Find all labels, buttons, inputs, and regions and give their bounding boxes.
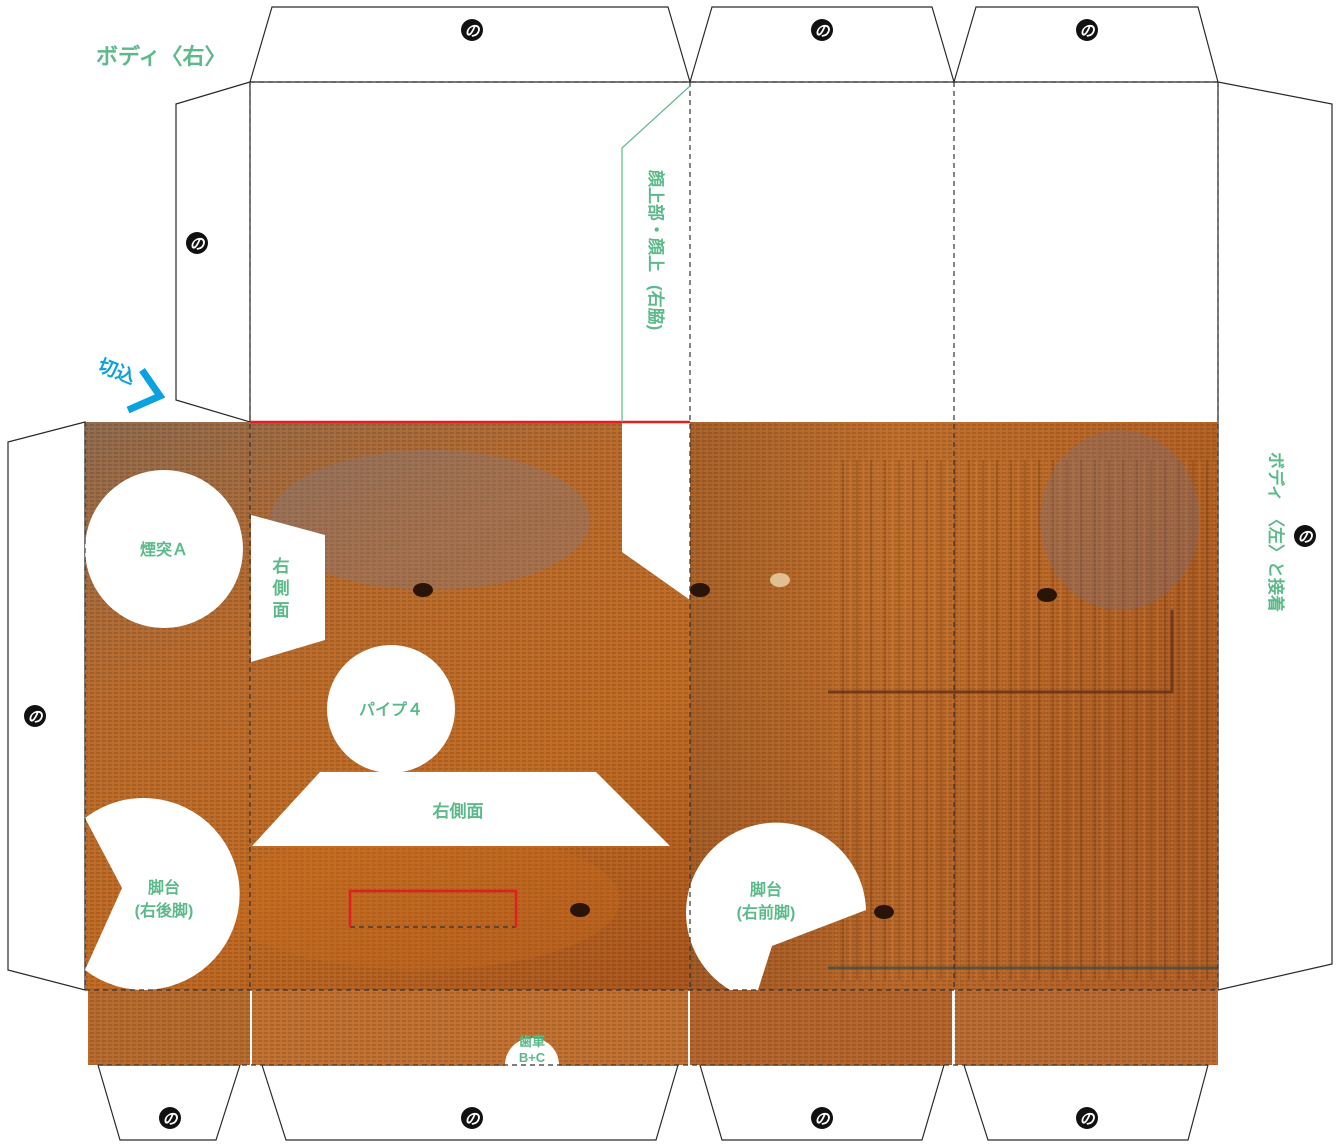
svg-text:顔上部・顔上: 顔上部・顔上 xyxy=(646,169,666,272)
svg-text:ボディ: ボディ xyxy=(1266,452,1286,502)
glue-symbol-icon: の xyxy=(186,232,208,254)
attach-left-label: ボディ 〈左〉と接着 xyxy=(1266,452,1286,612)
svg-text:脚台: 脚台 xyxy=(750,880,782,899)
guide-line xyxy=(621,85,691,422)
glue-symbol-icon: の xyxy=(159,1107,181,1129)
svg-text:の: の xyxy=(814,1110,830,1128)
svg-text:の: の xyxy=(1079,22,1095,40)
svg-text:(右後脚): (右後脚) xyxy=(135,901,194,920)
chimney-label: 煙突Ａ xyxy=(140,540,188,559)
glue-symbol-icon: の xyxy=(461,1107,483,1129)
part-labels: ボディ〈右〉 顔上部・顔上 (右脇) ボディ 〈左〉と接着 煙突Ａ 右 側 面 … xyxy=(96,44,1286,1065)
stand-front-label: 脚台 (右前脚) xyxy=(737,880,796,922)
svg-text:の: の xyxy=(464,22,480,40)
glue-markers: の の の の の の の の の の xyxy=(24,19,1316,1129)
svg-text:面: 面 xyxy=(273,601,290,620)
glue-symbol-icon: の xyxy=(1076,19,1098,41)
svg-text:歯車: 歯車 xyxy=(519,1034,545,1049)
cutouts xyxy=(85,422,866,1092)
glue-symbol-icon: の xyxy=(811,1107,833,1129)
svg-text:(右前脚): (右前脚) xyxy=(737,903,796,922)
glue-symbol-icon: の xyxy=(461,19,483,41)
stand-rear-label: 脚台 (右後脚) xyxy=(135,878,194,920)
svg-text:の: の xyxy=(162,1110,178,1128)
svg-text:(右脇): (右脇) xyxy=(646,285,666,330)
right-side-wide-label: 右側面 xyxy=(433,801,484,821)
fold-lines xyxy=(84,81,1219,1066)
pipe-label: パイプ４ xyxy=(359,700,423,719)
right-side-tall-label: 右 側 面 xyxy=(272,556,290,620)
svg-text:の: の xyxy=(1297,528,1313,546)
left-flap xyxy=(7,421,86,991)
glue-symbol-icon: の xyxy=(1076,1107,1098,1129)
svg-text:B+C: B+C xyxy=(519,1050,546,1065)
glue-symbol-icon: の xyxy=(811,19,833,41)
svg-text:右: 右 xyxy=(273,556,290,576)
glue-symbol-icon: の xyxy=(24,705,46,727)
gear-label: 歯車 B+C xyxy=(519,1034,546,1065)
sheet-title: ボディ〈右〉 xyxy=(96,44,226,69)
face-top-label: 顔上部・顔上 (右脇) xyxy=(646,169,666,330)
svg-text:の: の xyxy=(464,1110,480,1128)
red-cut-lines xyxy=(250,420,690,927)
svg-text:〈左〉と接着: 〈左〉と接着 xyxy=(1266,510,1286,612)
top-tabs xyxy=(175,6,1219,423)
cut-in-label: 切込 xyxy=(95,355,138,390)
svg-text:の: の xyxy=(1079,1110,1095,1128)
svg-text:の: の xyxy=(27,708,43,726)
cut-in-marker: 切込 xyxy=(95,355,166,414)
glue-symbol-icon: の xyxy=(1294,525,1316,547)
svg-text:脚台: 脚台 xyxy=(148,878,180,897)
svg-text:の: の xyxy=(814,22,830,40)
svg-text:側: 側 xyxy=(272,578,290,598)
bottom-tabs xyxy=(97,1064,1209,1141)
svg-text:の: の xyxy=(189,235,205,253)
